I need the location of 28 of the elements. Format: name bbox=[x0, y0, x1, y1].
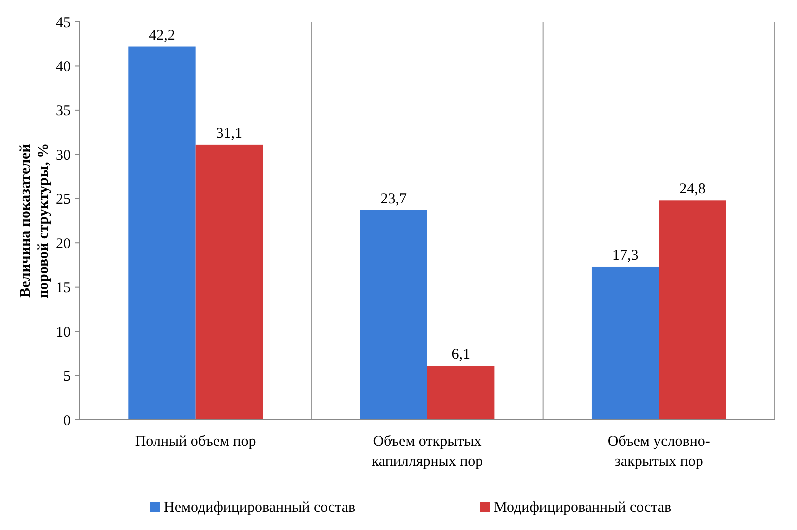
legend-label: Модифицированный состав bbox=[494, 500, 672, 516]
data-label: 6,1 bbox=[452, 347, 470, 364]
y-tick-label: 5 bbox=[64, 369, 71, 386]
data-label: 42,2 bbox=[149, 28, 176, 44]
data-label: 23,7 bbox=[380, 191, 408, 208]
y-axis-title: Величина показателей поровой структуры, % bbox=[18, 143, 52, 299]
bar bbox=[360, 210, 428, 420]
x-tick-label: Объем открытых капиллярных пор bbox=[372, 434, 484, 470]
y-tick-label: 40 bbox=[56, 59, 71, 76]
bar bbox=[428, 366, 495, 420]
y-tick-label: 15 bbox=[56, 280, 71, 297]
bar bbox=[196, 144, 264, 420]
bar bbox=[128, 46, 196, 420]
y-tick-label: 30 bbox=[56, 148, 71, 164]
y-tick-label: 10 bbox=[56, 324, 71, 341]
data-label: 17,3 bbox=[612, 248, 639, 264]
x-tick-label: Полный объем пор bbox=[135, 434, 256, 450]
bar bbox=[659, 200, 726, 420]
data-label: 31,1 bbox=[216, 126, 243, 142]
y-tick-label: 20 bbox=[56, 236, 71, 252]
bar bbox=[592, 266, 660, 420]
y-tick-label: 25 bbox=[56, 192, 71, 208]
y-tick-label: 35 bbox=[56, 104, 71, 120]
y-tick-label: 45 bbox=[56, 15, 71, 32]
legend-label: Немодифицированный состав bbox=[164, 500, 356, 516]
y-tick-label: 0 bbox=[64, 413, 71, 430]
x-tick-label: Объем условно-закрытых пор bbox=[608, 434, 710, 470]
data-label: 24,8 bbox=[680, 182, 706, 198]
